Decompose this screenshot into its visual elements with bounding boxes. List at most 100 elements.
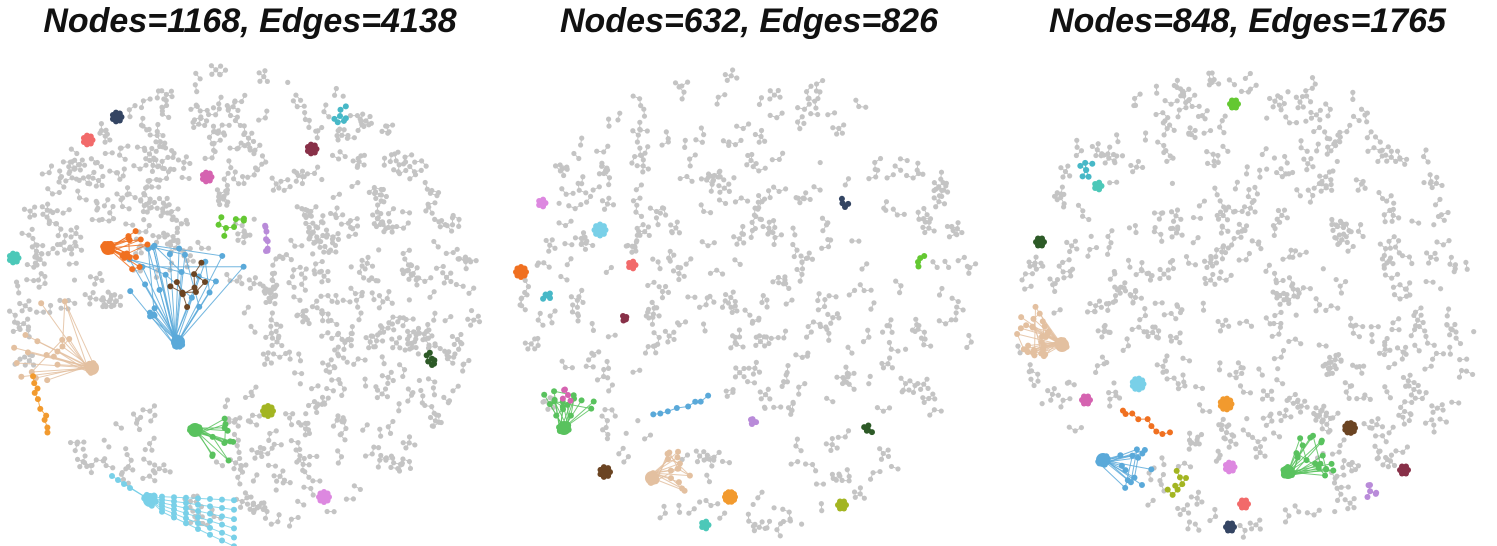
node <box>342 153 348 160</box>
node <box>853 97 859 103</box>
node <box>402 154 408 160</box>
edge <box>153 245 176 338</box>
node <box>120 251 127 258</box>
cluster-orange-chain <box>30 373 51 436</box>
node <box>674 320 681 326</box>
node <box>766 219 772 225</box>
node <box>719 458 726 465</box>
node <box>771 241 777 248</box>
node <box>13 279 20 285</box>
node <box>140 123 146 129</box>
node <box>676 270 682 277</box>
node <box>936 193 943 199</box>
node <box>749 151 755 158</box>
node <box>757 338 764 345</box>
node <box>816 291 822 297</box>
node <box>679 83 685 89</box>
cluster-pink-tree <box>559 386 574 404</box>
edge <box>165 274 176 338</box>
node <box>340 355 347 361</box>
node <box>872 159 878 166</box>
node <box>270 277 276 284</box>
node <box>143 491 150 498</box>
node <box>381 229 387 235</box>
node <box>268 330 275 336</box>
node <box>198 259 205 266</box>
node <box>340 297 346 303</box>
node <box>770 229 776 236</box>
node <box>306 225 312 231</box>
node <box>898 283 904 289</box>
node <box>634 139 640 145</box>
node <box>547 395 553 401</box>
node <box>291 168 297 174</box>
node <box>122 156 128 162</box>
background-nodes <box>6 63 483 529</box>
node <box>299 281 305 287</box>
node <box>353 297 360 303</box>
node <box>335 344 341 350</box>
node <box>745 152 751 159</box>
node <box>90 175 96 181</box>
node <box>63 178 69 184</box>
node <box>921 205 927 212</box>
node <box>153 148 159 154</box>
node <box>66 170 72 177</box>
node <box>301 502 307 508</box>
node <box>362 357 368 363</box>
node <box>920 171 926 177</box>
node <box>222 404 228 410</box>
node <box>16 290 22 296</box>
node <box>522 307 528 313</box>
node <box>931 195 937 201</box>
node <box>569 309 576 315</box>
node <box>729 309 735 315</box>
node <box>149 447 155 453</box>
node <box>915 380 921 387</box>
node <box>715 94 721 100</box>
cluster-lightblue-fan <box>109 473 237 546</box>
node <box>356 269 363 275</box>
node <box>375 278 381 284</box>
node <box>546 264 552 270</box>
node <box>552 163 559 169</box>
node <box>741 365 747 372</box>
node <box>412 159 418 165</box>
node <box>387 430 394 436</box>
node <box>552 245 558 251</box>
node <box>106 444 112 450</box>
node <box>17 300 23 307</box>
node <box>333 249 339 255</box>
cluster-lime-tree <box>915 253 928 270</box>
node <box>837 473 843 479</box>
node <box>634 232 640 238</box>
node <box>123 446 129 452</box>
node <box>877 468 883 475</box>
node <box>645 343 651 350</box>
node <box>313 128 319 134</box>
node <box>219 521 225 528</box>
node <box>368 333 374 339</box>
node <box>217 194 224 201</box>
node <box>272 301 278 307</box>
node <box>82 453 88 459</box>
node <box>721 177 727 183</box>
node <box>728 73 734 79</box>
node <box>310 220 316 226</box>
node <box>167 283 174 290</box>
node <box>415 325 422 331</box>
node <box>202 122 208 128</box>
node <box>751 380 758 386</box>
node <box>297 264 303 270</box>
node <box>40 309 47 315</box>
cluster-teal-tree <box>331 103 349 126</box>
node <box>261 74 267 80</box>
node <box>251 509 257 515</box>
node <box>308 485 314 492</box>
node <box>271 293 277 299</box>
node <box>601 366 607 373</box>
node <box>766 188 772 194</box>
node <box>235 437 241 443</box>
node <box>54 348 61 355</box>
node <box>927 216 934 222</box>
